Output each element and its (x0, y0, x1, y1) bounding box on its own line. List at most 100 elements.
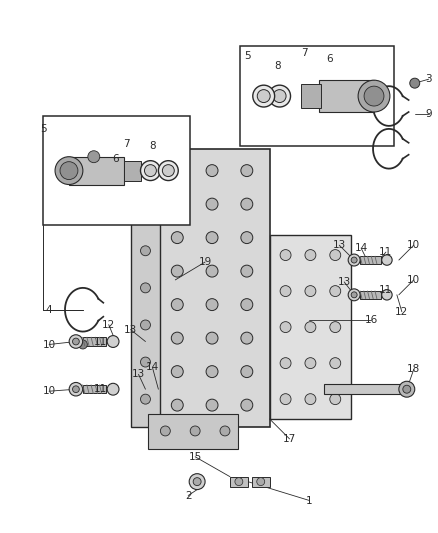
Text: 19: 19 (198, 257, 212, 267)
Circle shape (280, 249, 291, 261)
Circle shape (280, 286, 291, 296)
Circle shape (305, 286, 316, 296)
Circle shape (280, 358, 291, 369)
Circle shape (330, 249, 341, 261)
Bar (131, 149, 160, 427)
Circle shape (206, 366, 218, 377)
Circle shape (364, 86, 384, 106)
Circle shape (206, 232, 218, 244)
Bar (252, 477, 270, 487)
Circle shape (189, 474, 205, 490)
Text: 12: 12 (395, 306, 409, 317)
Text: 8: 8 (149, 141, 156, 151)
Circle shape (141, 394, 150, 404)
Text: 3: 3 (425, 74, 432, 84)
Circle shape (171, 366, 183, 377)
Circle shape (206, 332, 218, 344)
Text: 6: 6 (326, 54, 332, 64)
Text: 18: 18 (407, 365, 420, 374)
Circle shape (206, 265, 218, 277)
Circle shape (160, 426, 170, 436)
Circle shape (280, 321, 291, 333)
Text: 17: 17 (283, 434, 296, 444)
Circle shape (351, 257, 357, 263)
Bar (301, 84, 321, 108)
Circle shape (141, 209, 150, 219)
Circle shape (381, 289, 392, 300)
Text: 7: 7 (301, 49, 308, 58)
Text: 13: 13 (124, 325, 137, 335)
Bar (360, 291, 381, 298)
Bar (83, 385, 106, 393)
Text: 7: 7 (123, 139, 130, 149)
Circle shape (358, 80, 390, 112)
Circle shape (141, 320, 150, 330)
Bar (148, 414, 238, 449)
Bar (360, 256, 381, 264)
Text: 10: 10 (42, 340, 56, 350)
Circle shape (206, 198, 218, 210)
Text: 14: 14 (354, 243, 368, 253)
Circle shape (190, 426, 200, 436)
Circle shape (241, 399, 253, 411)
Text: 10: 10 (407, 275, 420, 285)
Text: 16: 16 (364, 314, 378, 325)
Circle shape (171, 265, 183, 277)
Circle shape (330, 286, 341, 296)
Circle shape (73, 386, 79, 393)
Circle shape (141, 357, 150, 367)
Circle shape (206, 298, 218, 311)
Text: 11: 11 (94, 336, 107, 346)
Circle shape (206, 399, 218, 411)
Circle shape (241, 232, 253, 244)
Circle shape (162, 165, 174, 176)
Text: 5: 5 (40, 124, 46, 134)
Circle shape (69, 383, 83, 396)
Text: 6: 6 (113, 154, 119, 164)
Text: 1: 1 (306, 496, 313, 505)
Circle shape (55, 157, 83, 184)
Circle shape (241, 298, 253, 311)
Circle shape (69, 335, 83, 348)
Circle shape (241, 332, 253, 344)
Circle shape (141, 172, 150, 182)
Bar (124, 160, 141, 181)
Bar (230, 477, 248, 487)
Text: 11: 11 (379, 247, 392, 257)
Bar (270, 235, 351, 419)
Circle shape (348, 254, 360, 266)
Circle shape (206, 165, 218, 176)
Text: 11: 11 (379, 285, 392, 295)
Circle shape (141, 246, 150, 256)
Circle shape (171, 198, 183, 210)
Circle shape (60, 161, 78, 180)
Circle shape (193, 478, 201, 486)
Circle shape (330, 394, 341, 405)
Circle shape (159, 160, 178, 181)
Circle shape (381, 255, 392, 265)
Bar (69, 157, 124, 184)
Bar (83, 337, 106, 346)
Circle shape (171, 399, 183, 411)
Text: 10: 10 (42, 386, 56, 396)
Circle shape (305, 249, 316, 261)
Circle shape (171, 232, 183, 244)
Circle shape (305, 358, 316, 369)
Circle shape (107, 336, 119, 348)
Circle shape (257, 478, 265, 486)
Circle shape (241, 265, 253, 277)
Bar (43, 116, 190, 225)
Circle shape (351, 292, 357, 298)
Bar (324, 384, 409, 394)
Circle shape (171, 165, 183, 176)
Circle shape (141, 283, 150, 293)
Circle shape (241, 198, 253, 210)
Circle shape (330, 321, 341, 333)
Circle shape (88, 151, 100, 163)
Circle shape (280, 394, 291, 405)
Circle shape (268, 85, 290, 107)
Circle shape (145, 165, 156, 176)
Bar (240, 46, 394, 146)
Circle shape (305, 394, 316, 405)
Bar (155, 149, 270, 427)
